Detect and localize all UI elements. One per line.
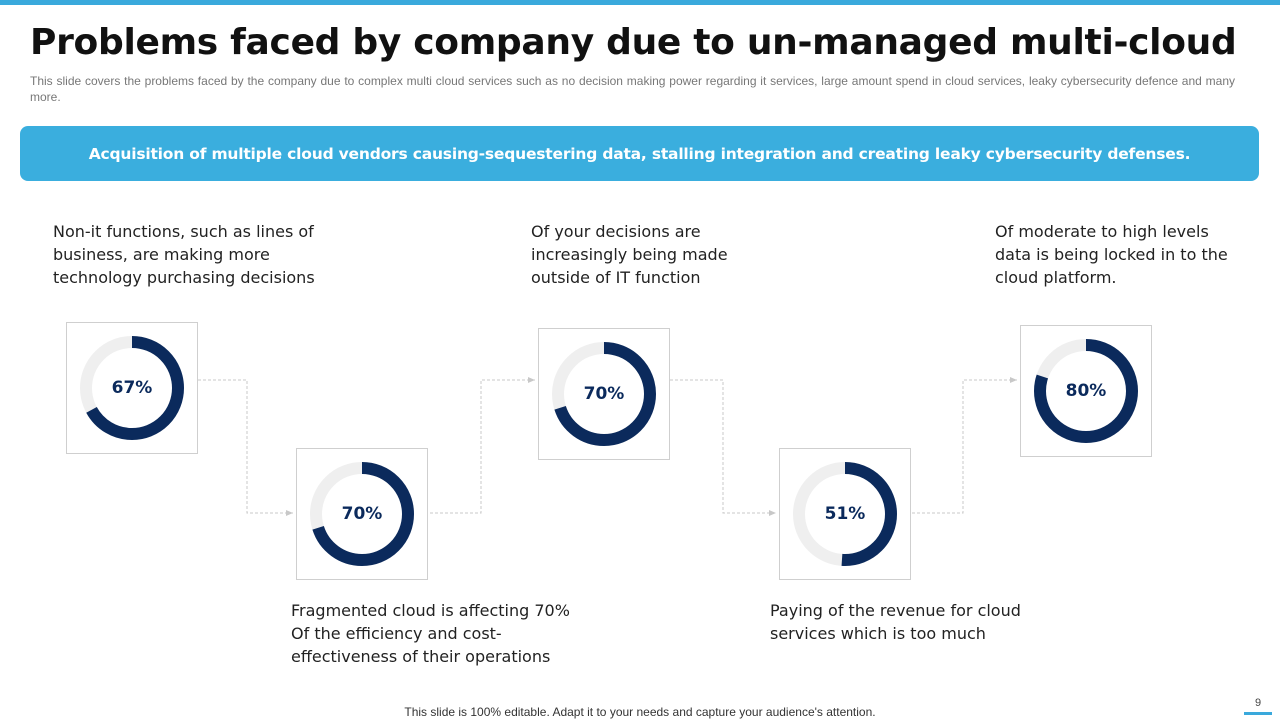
percent-label-2: 70% xyxy=(341,504,383,524)
donut-chart-1 xyxy=(80,336,184,440)
slide-title: Problems faced by company due to un-mana… xyxy=(30,22,1237,63)
description-5: Of moderate to high levels data is being… xyxy=(995,222,1228,287)
donut-card-3: 70% xyxy=(538,328,670,460)
connector-3 xyxy=(670,379,776,516)
donut-arc-5 xyxy=(1034,339,1138,443)
slide-subtitle: This slide covers the problems faced by … xyxy=(30,74,1235,104)
donut-card-5: 80% xyxy=(1020,325,1152,457)
connector-2 xyxy=(430,377,535,514)
donut-chart-4 xyxy=(793,462,897,566)
top-accent-bar xyxy=(0,0,1280,5)
donut-arc-1 xyxy=(80,336,184,440)
description-1: Non-it functions, such as lines of busin… xyxy=(53,222,315,287)
donut-card-4: 51% xyxy=(779,448,911,580)
donut-arc-4 xyxy=(793,462,897,566)
percent-label-1: 67% xyxy=(111,378,153,398)
connector-4 xyxy=(912,377,1017,514)
description-3: Of your decisions are increasingly being… xyxy=(531,222,728,287)
banner-callout: Acquisition of multiple cloud vendors ca… xyxy=(20,126,1259,181)
donut-arc-3 xyxy=(552,342,656,446)
donut-card-1: 67% xyxy=(66,322,198,454)
percent-label-3: 70% xyxy=(583,384,625,404)
donut-chart-3 xyxy=(552,342,656,446)
page-number-underline xyxy=(1244,712,1272,715)
donut-chart-2 xyxy=(310,462,414,566)
description-2: Fragmented cloud is affecting 70% Of the… xyxy=(291,601,570,666)
banner-text: Acquisition of multiple cloud vendors ca… xyxy=(88,144,1191,163)
donut-chart-5 xyxy=(1034,339,1138,443)
connector-1 xyxy=(198,379,293,516)
footer-note: This slide is 100% editable. Adapt it to… xyxy=(404,705,876,719)
donut-card-2: 70% xyxy=(296,448,428,580)
percent-label-4: 51% xyxy=(824,504,866,524)
page-number: 9 xyxy=(1254,697,1262,709)
description-4: Paying of the revenue for cloud services… xyxy=(770,601,1021,643)
percent-label-5: 80% xyxy=(1065,381,1107,401)
donut-arc-2 xyxy=(310,462,414,566)
